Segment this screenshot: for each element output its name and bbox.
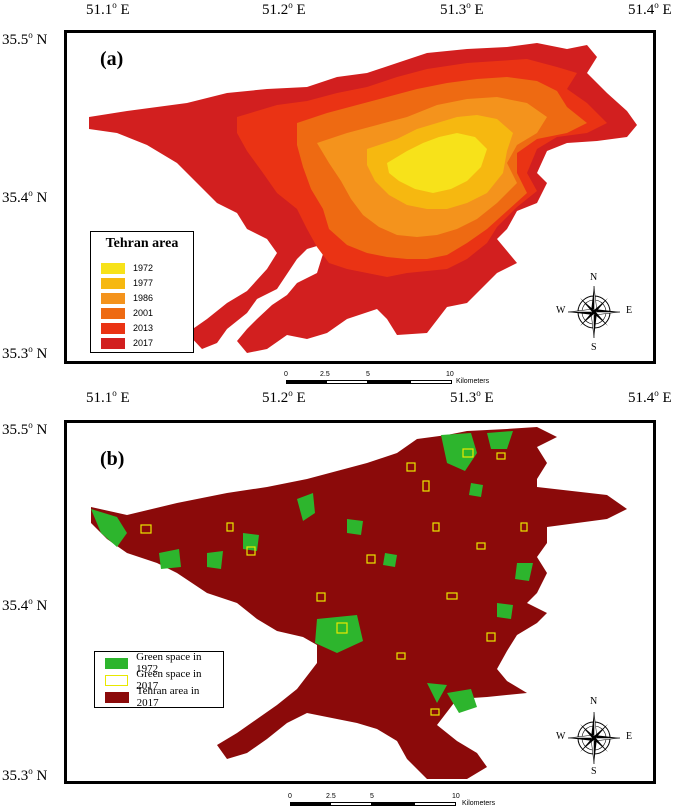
scale-seg xyxy=(326,380,368,384)
scale-seg xyxy=(410,380,452,384)
legend-swatch xyxy=(101,292,125,304)
legend-a-title: Tehran area xyxy=(105,236,179,251)
legend-a: Tehran area 1972 1977 1986 2001 2013 201… xyxy=(90,231,194,353)
scale-seg xyxy=(290,802,330,806)
green-space-2017 xyxy=(140,448,528,716)
scale-seg xyxy=(286,380,326,384)
area-1972 xyxy=(387,133,487,193)
legend-label: 2017 xyxy=(133,338,154,348)
legend-swatch xyxy=(101,262,125,274)
lat-label-35.3: 35.3o N xyxy=(2,766,48,784)
scale-unit: Kilometers xyxy=(456,378,490,385)
scale-seg xyxy=(330,802,372,806)
tehran-area-2017 xyxy=(91,427,627,779)
compass-rose-icon: N S W E xyxy=(556,696,632,777)
lat-label-35.4: 35.4o N xyxy=(2,596,48,614)
legend-a-item: 1977 xyxy=(101,277,153,289)
legend-a-item: 1986 xyxy=(101,292,153,304)
scale-tick: 2.5 xyxy=(320,371,330,378)
lon-label-51.3: 51.3o E xyxy=(440,0,484,18)
legend-swatch xyxy=(105,657,129,669)
legend-swatch xyxy=(101,337,125,349)
legend-label: Green space in 2017 xyxy=(136,668,202,692)
lon-label-51.1: 51.1o E xyxy=(86,388,130,406)
scale-seg xyxy=(372,802,414,806)
map-frame-b xyxy=(64,420,656,784)
scale-seg xyxy=(414,802,456,806)
lon-label-51.2: 51.2o E xyxy=(262,388,306,406)
scale-unit: Kilometers xyxy=(462,800,496,807)
compass-e: E xyxy=(626,731,633,742)
legend-b: Green space in 1972 Green space in 2017 … xyxy=(94,651,224,709)
legend-label: 1977 xyxy=(133,278,154,288)
tehran-growth-map xyxy=(89,43,637,353)
scale-tick: 0 xyxy=(284,371,288,378)
compass-s: S xyxy=(591,342,597,353)
legend-swatch xyxy=(101,277,125,289)
compass-e: E xyxy=(626,305,633,316)
legend-a-item: 1972 xyxy=(101,262,153,274)
map-frame-a xyxy=(64,30,656,364)
compass-w: W xyxy=(556,305,566,316)
legend-b-item: Tehran area in 2017 xyxy=(105,685,223,709)
compass-w: W xyxy=(556,731,566,742)
compass-s: S xyxy=(591,766,597,777)
panel-b-letter: (b) xyxy=(100,448,125,470)
scale-tick: 10 xyxy=(452,793,460,800)
scale-tick: 5 xyxy=(366,371,370,378)
legend-b-item: Green space in 2017 xyxy=(105,668,223,692)
compass-rose-icon: N S W E xyxy=(556,272,632,353)
legend-label: 1986 xyxy=(133,293,154,303)
lon-label-51.4: 51.4o E xyxy=(628,388,672,406)
scale-tick: 5 xyxy=(370,793,374,800)
lat-label-35.5: 35.5o N xyxy=(2,30,48,48)
green-space-map xyxy=(91,427,627,779)
legend-swatch xyxy=(101,307,125,319)
legend-swatch xyxy=(105,674,129,686)
compass-n: N xyxy=(590,272,598,283)
legend-label: 2001 xyxy=(133,308,154,318)
legend-label: 2013 xyxy=(133,323,154,333)
legend-a-item: 2001 xyxy=(101,307,153,319)
lat-label-35.3: 35.3o N xyxy=(2,344,48,362)
scale-tick: 0 xyxy=(288,793,292,800)
legend-label: Green space in 1972 xyxy=(136,651,202,675)
compass-n: N xyxy=(590,696,598,707)
legend-a-item: 2013 xyxy=(101,322,153,334)
lon-label-51.1: 51.1o E xyxy=(86,0,130,18)
legend-b-item: Green space in 1972 xyxy=(105,651,223,675)
lat-label-35.5: 35.5o N xyxy=(2,420,48,438)
legend-a-item: 2017 xyxy=(101,337,153,349)
scale-seg xyxy=(368,380,410,384)
lon-label-51.3: 51.3o E xyxy=(450,388,494,406)
scale-tick: 2.5 xyxy=(326,793,336,800)
legend-swatch xyxy=(105,691,129,703)
lon-label-51.4: 51.4o E xyxy=(628,0,672,18)
lat-label-35.4: 35.4o N xyxy=(2,188,48,206)
legend-swatch xyxy=(101,322,125,334)
panel-a-letter: (a) xyxy=(100,48,124,70)
legend-label: Tehran area in 2017 xyxy=(136,685,200,709)
scale-tick: 10 xyxy=(446,371,454,378)
legend-label: 1972 xyxy=(133,263,154,273)
lon-label-51.2: 51.2o E xyxy=(262,0,306,18)
